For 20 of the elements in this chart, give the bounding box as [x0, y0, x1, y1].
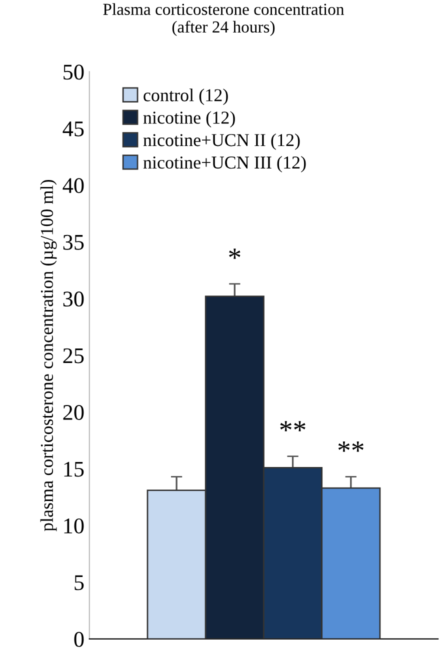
chart-title: Plasma corticosterone concentration (after 24 hours) [103, 3, 344, 36]
y-tick-label: 50 [64, 64, 84, 80]
legend-label: nicotine+UCN II (12) [143, 134, 300, 150]
legend-label: nicotine (12) [143, 111, 235, 128]
y-tick-label: 10 [64, 518, 84, 534]
y-tick-label: 5 [74, 575, 84, 590]
data-label: ** [280, 421, 306, 432]
y-tick-label: 40 [62, 178, 84, 194]
y-axis-title: plasma corticosterone concentration (µg/100 ml) [40, 180, 57, 532]
y-tick-label: 30 [63, 292, 84, 307]
data-label: ** [338, 442, 364, 452]
data-label: * [229, 248, 240, 259]
y-tick-label: 35 [63, 234, 84, 250]
legend-label: nicotine+UCN III (12) [143, 156, 306, 172]
y-tick-label: 20 [63, 404, 84, 420]
y-tick-label: 45 [62, 122, 84, 136]
y-tick-label: 15 [64, 462, 84, 477]
y-tick-label: 25 [63, 348, 84, 364]
legend-label: control (12) [144, 88, 228, 105]
y-tick-label: 0 [74, 632, 84, 647]
